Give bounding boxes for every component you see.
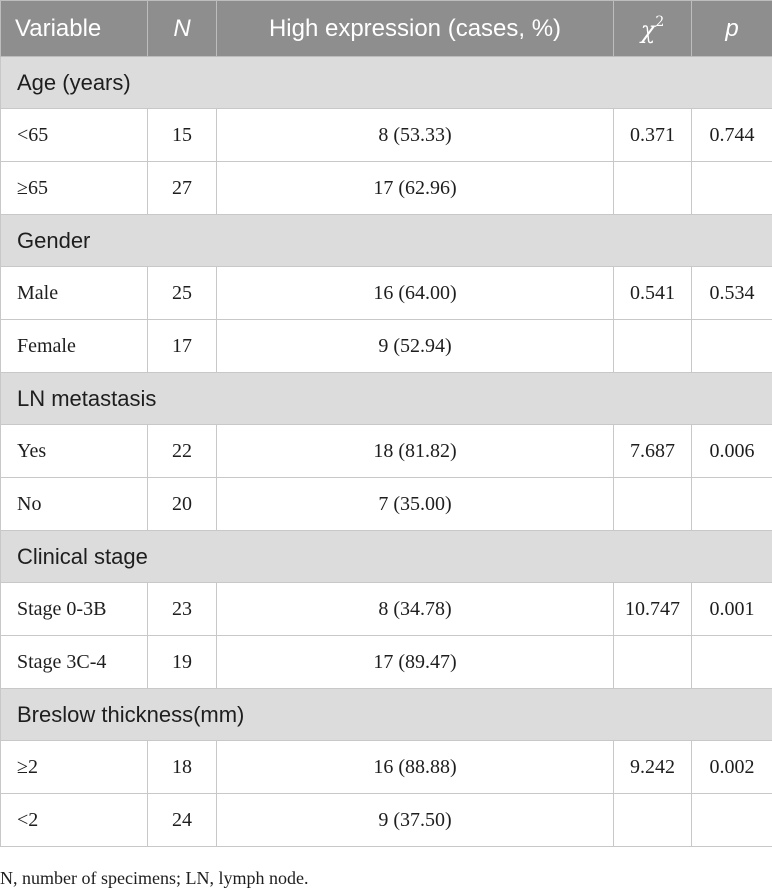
table-row: No 20 7 (35.00) bbox=[0, 477, 772, 531]
cell-n: 27 bbox=[147, 161, 217, 215]
cell-variable: No bbox=[0, 477, 148, 531]
header-n: N bbox=[147, 0, 217, 57]
group-label: LN metastasis bbox=[0, 372, 772, 425]
cell-n: 23 bbox=[147, 582, 217, 636]
header-variable: Variable bbox=[0, 0, 148, 57]
cell-p: 0.002 bbox=[691, 740, 772, 794]
cell-n: 18 bbox=[147, 740, 217, 794]
chi-superscript: 2 bbox=[655, 13, 665, 30]
cell-n: 20 bbox=[147, 477, 217, 531]
cell-n: 15 bbox=[147, 108, 217, 162]
cell-p: 0.001 bbox=[691, 582, 772, 636]
cell-high-expression: 9 (52.94) bbox=[216, 319, 614, 373]
cell-n: 17 bbox=[147, 319, 217, 373]
cell-chi2: 0.371 bbox=[613, 108, 692, 162]
cell-n: 25 bbox=[147, 266, 217, 320]
table-footnote: N, number of specimens; LN, lymph node. bbox=[0, 868, 309, 888]
cell-n: 19 bbox=[147, 635, 217, 689]
group-label: Clinical stage bbox=[0, 530, 772, 583]
cell-p bbox=[691, 793, 772, 847]
cell-chi2 bbox=[613, 319, 692, 373]
cell-variable: Yes bbox=[0, 424, 148, 478]
cell-variable: Stage 3C-4 bbox=[0, 635, 148, 689]
cell-chi2 bbox=[613, 793, 692, 847]
group-row-ln-metastasis: LN metastasis bbox=[0, 372, 772, 425]
header-chi-square: χ2 bbox=[613, 0, 692, 57]
cell-p: 0.744 bbox=[691, 108, 772, 162]
results-table: Variable N High expression (cases, %) χ2… bbox=[0, 0, 772, 847]
table-row: Stage 3C-4 19 17 (89.47) bbox=[0, 635, 772, 689]
header-row: Variable N High expression (cases, %) χ2… bbox=[0, 0, 772, 57]
cell-variable: ≥65 bbox=[0, 161, 148, 215]
cell-chi2: 0.541 bbox=[613, 266, 692, 320]
group-row-age: Age (years) bbox=[0, 56, 772, 109]
cell-p: 0.534 bbox=[691, 266, 772, 320]
cell-variable: Female bbox=[0, 319, 148, 373]
group-row-clinical-stage: Clinical stage bbox=[0, 530, 772, 583]
cell-high-expression: 17 (62.96) bbox=[216, 161, 614, 215]
group-row-breslow-thickness: Breslow thickness(mm) bbox=[0, 688, 772, 741]
table-row: Stage 0-3B 23 8 (34.78) 10.747 0.001 bbox=[0, 582, 772, 636]
cell-chi2 bbox=[613, 161, 692, 215]
group-row-gender: Gender bbox=[0, 214, 772, 267]
cell-variable: ≥2 bbox=[0, 740, 148, 794]
cell-high-expression: 7 (35.00) bbox=[216, 477, 614, 531]
cell-variable: <2 bbox=[0, 793, 148, 847]
cell-variable: Male bbox=[0, 266, 148, 320]
table-row: Yes 22 18 (81.82) 7.687 0.006 bbox=[0, 424, 772, 478]
group-label: Breslow thickness(mm) bbox=[0, 688, 772, 741]
cell-high-expression: 9 (37.50) bbox=[216, 793, 614, 847]
table-row: ≥65 27 17 (62.96) bbox=[0, 161, 772, 215]
table-row: ≥2 18 16 (88.88) 9.242 0.002 bbox=[0, 740, 772, 794]
cell-chi2: 10.747 bbox=[613, 582, 692, 636]
cell-variable: Stage 0-3B bbox=[0, 582, 148, 636]
cell-n: 22 bbox=[147, 424, 217, 478]
table-row: <65 15 8 (53.33) 0.371 0.744 bbox=[0, 108, 772, 162]
cell-n: 24 bbox=[147, 793, 217, 847]
table-row: <2 24 9 (37.50) bbox=[0, 793, 772, 847]
cell-chi2 bbox=[613, 477, 692, 531]
cell-high-expression: 8 (53.33) bbox=[216, 108, 614, 162]
cell-variable: <65 bbox=[0, 108, 148, 162]
cell-p bbox=[691, 319, 772, 373]
group-label: Gender bbox=[0, 214, 772, 267]
chi-symbol: χ bbox=[640, 15, 656, 44]
header-high-expression: High expression (cases, %) bbox=[216, 0, 614, 57]
cell-high-expression: 16 (88.88) bbox=[216, 740, 614, 794]
cell-chi2 bbox=[613, 635, 692, 689]
cell-high-expression: 18 (81.82) bbox=[216, 424, 614, 478]
cell-high-expression: 17 (89.47) bbox=[216, 635, 614, 689]
table-row: Male 25 16 (64.00) 0.541 0.534 bbox=[0, 266, 772, 320]
group-label: Age (years) bbox=[0, 56, 772, 109]
cell-high-expression: 16 (64.00) bbox=[216, 266, 614, 320]
header-p: p bbox=[691, 0, 772, 57]
table-row: Female 17 9 (52.94) bbox=[0, 319, 772, 373]
cell-chi2: 9.242 bbox=[613, 740, 692, 794]
cell-p bbox=[691, 161, 772, 215]
cell-high-expression: 8 (34.78) bbox=[216, 582, 614, 636]
cell-chi2: 7.687 bbox=[613, 424, 692, 478]
cell-p bbox=[691, 635, 772, 689]
cell-p: 0.006 bbox=[691, 424, 772, 478]
cell-p bbox=[691, 477, 772, 531]
